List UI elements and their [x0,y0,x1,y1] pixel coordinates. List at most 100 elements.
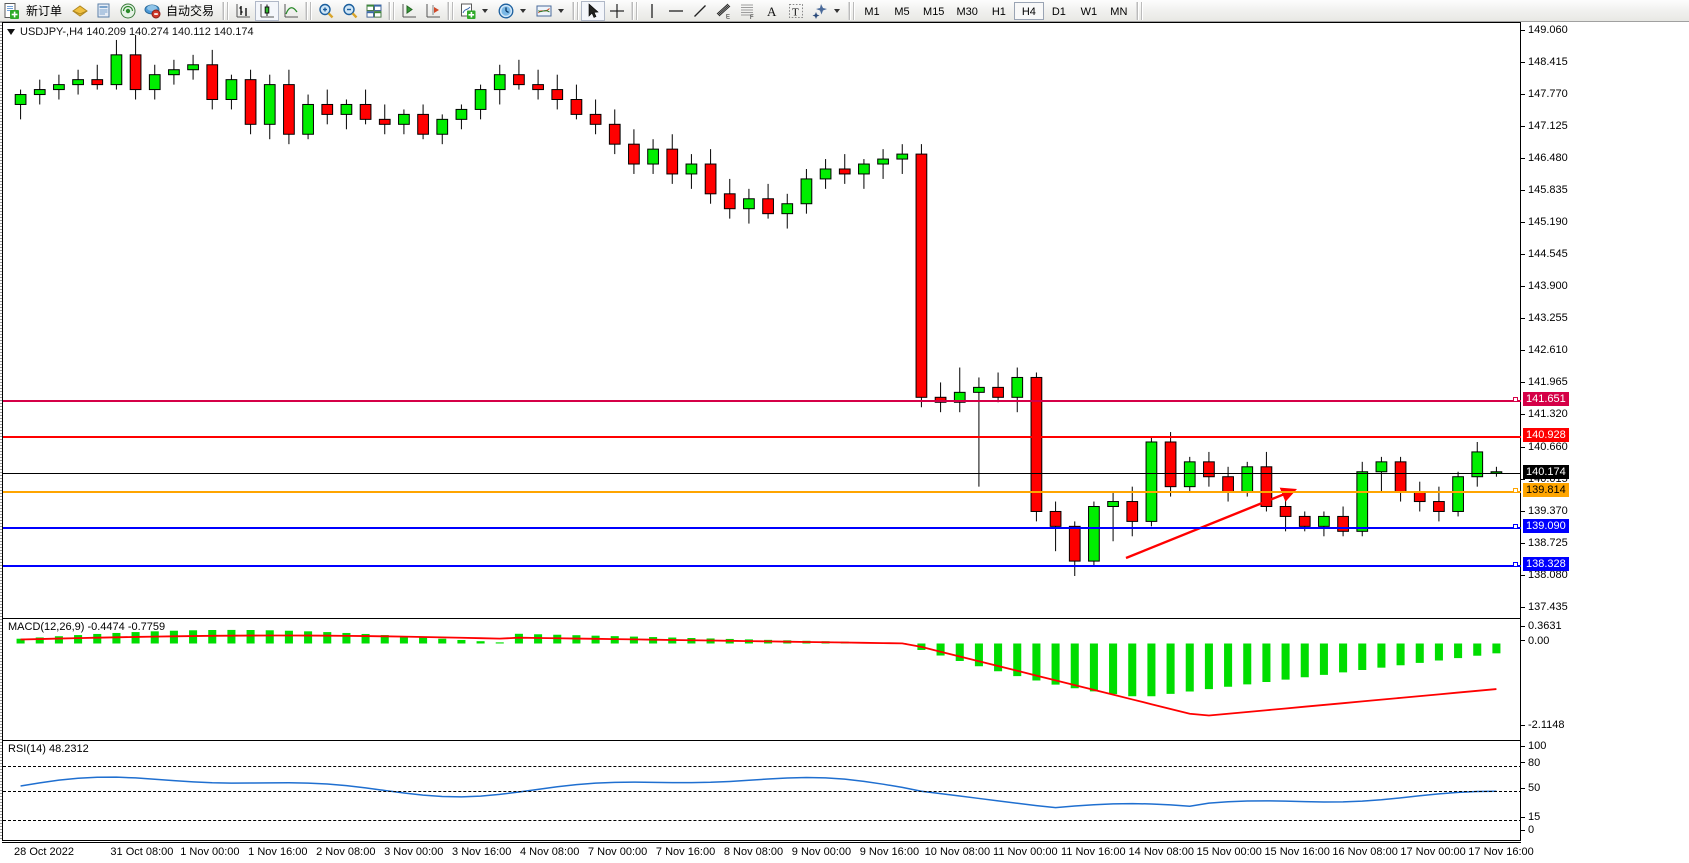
vertical-scrollbar[interactable] [0,22,2,841]
price-tick: 147.125 [1521,120,1689,132]
macd-pane[interactable]: MACD(12,26,9) -0.4474 -0.7759 [3,618,1522,740]
period-button[interactable] [494,1,532,21]
price-tag-support-1[interactable]: 139.090 [1523,518,1569,533]
price-tag-resistance-2[interactable]: 141.651 [1523,391,1569,406]
auto-trading-button[interactable]: 自动交易 [140,1,220,21]
tile-windows-button[interactable] [362,1,386,21]
time-axis-label: 11 Nov 00:00 [993,846,1058,858]
auto-scroll-icon [426,3,441,17]
price-level-line-current-price[interactable] [3,473,1522,475]
zoom-out-button[interactable] [338,1,362,21]
chevron-down-icon[interactable] [482,8,489,13]
chart-plot-frame[interactable]: USDJPY-,H4 140.209 140.274 140.112 140.1… [2,22,1522,841]
price-tag-pivot-level[interactable]: 139.814 [1523,482,1569,497]
rsi-tick: 0 [1521,824,1689,836]
timeframe-m30[interactable]: M30 [956,5,978,18]
chevron-down-icon[interactable] [558,8,565,13]
new-order-button[interactable]: 新订单 [0,1,68,21]
toolbar-separator [572,1,580,20]
price-level-handle-resistance-2[interactable] [1513,396,1518,402]
templates-button[interactable] [532,1,570,21]
timeframe-mn[interactable]: MN [1110,5,1128,18]
text-label-button[interactable]: A [760,1,784,21]
rsi-series [20,776,1497,809]
auto-trading-label: 自动交易 [166,4,215,18]
auto-scroll-button[interactable] [421,1,445,21]
price-level-line-support-2[interactable] [3,564,1522,567]
price-scale[interactable]: 149.060 148.415 147.770 147.125 146.480 145.8… [1521,22,1689,841]
price-level-handle-support-2[interactable] [1513,561,1518,567]
zoom-out-icon [343,3,358,18]
rsi-pane[interactable]: RSI(14) 48.2312 [3,740,1522,841]
signals-icon [120,3,136,18]
price-tick: 139.370 [1521,505,1689,517]
chevron-down-icon[interactable] [520,8,527,13]
vertical-line-icon [651,3,653,18]
time-axis-label: 17 Nov 00:00 [1400,846,1466,858]
cursor-button[interactable] [581,0,606,21]
text-box-button[interactable]: T [784,1,808,21]
timeframe-h4[interactable]: H4 [1013,1,1044,20]
trend-arrow-annotation[interactable] [3,23,1520,618]
toolbar-separator [631,1,639,20]
rsi-level-80 [3,765,1522,767]
price-tick: 145.190 [1521,216,1689,228]
price-pane[interactable]: USDJPY-,H4 140.209 140.274 140.112 140.1… [3,23,1522,618]
price-level-line-resistance-2[interactable] [3,399,1522,402]
data-window-button[interactable] [92,1,116,21]
horizontal-line-icon [669,9,684,12]
fibonacci-button[interactable]: F [736,1,760,21]
cursor-icon [588,2,599,18]
expert-advisor-icon [72,4,88,17]
horizontal-line-button[interactable] [664,1,688,21]
signals-button[interactable] [116,1,140,21]
price-level-line-resistance-1[interactable] [3,435,1522,438]
timeframe-m15[interactable]: M15 [923,5,945,18]
candlestick-chart-button[interactable] [255,0,280,21]
price-level-line-pivot-level[interactable] [3,490,1522,493]
line-chart-icon [284,3,299,17]
chart-shift-button[interactable] [397,1,421,21]
crosshair-button[interactable] [605,1,629,21]
toolbar-separator [447,1,455,20]
price-tick: 142.610 [1521,344,1689,356]
chart-menu-icon[interactable] [7,29,15,35]
add-indicator-icon [461,3,476,19]
timeframe-m1[interactable]: M1 [864,5,880,18]
price-level-handle-pivot-level[interactable] [1513,487,1518,493]
bar-chart-button[interactable] [231,1,255,21]
time-axis-label: 11 Nov 16:00 [1060,846,1126,858]
vertical-line-button[interactable] [640,1,664,21]
add-indicator-button[interactable] [456,1,494,21]
symbol-ohlc-label: USDJPY-,H4 140.209 140.274 140.112 140.1… [20,26,254,38]
time-axis-label: 1 Nov 16:00 [248,846,308,858]
rsi-level-15 [3,820,1522,822]
trendline-button[interactable] [688,1,712,21]
time-axis-label: 15 Nov 00:00 [1196,846,1262,858]
arrows-button[interactable] [808,1,846,21]
price-tag-current-price[interactable]: 140.174 [1523,465,1569,480]
new-order-label: 新订单 [26,4,63,18]
price-level-handle-support-1[interactable] [1513,523,1518,529]
expert-advisor-button[interactable] [68,1,92,21]
price-tick: 137.435 [1521,601,1689,613]
main-toolbar: 新订单 [0,0,1689,22]
zoom-in-button[interactable] [314,1,338,21]
price-tag-support-2[interactable]: 138.328 [1523,556,1569,571]
price-tick: 140.660 [1521,441,1689,453]
timeframe-h1[interactable]: H1 [991,5,1006,18]
macd-tick: 0.00 [1521,635,1689,647]
price-level-line-support-1[interactable] [3,526,1522,529]
timeframe-group: M1 M5 M15 M30 H1 H4 D1 W1 MN [857,1,1134,20]
arrows-icon [812,3,828,19]
timeframe-d1[interactable]: D1 [1051,5,1066,18]
timeframe-w1[interactable]: W1 [1080,5,1098,18]
equidistant-channel-button[interactable]: E [712,1,736,21]
chevron-down-icon[interactable] [834,8,841,13]
timeframe-m5[interactable]: M5 [894,5,910,18]
time-axis[interactable]: 28 Oct 2022 31 Oct 08:00 1 Nov 00:00 1 Nov … [2,842,1534,862]
price-tag-resistance-1[interactable]: 140.928 [1523,427,1569,442]
chart-area[interactable]: USDJPY-,H4 140.209 140.274 140.112 140.1… [0,22,1689,863]
line-chart-button[interactable] [279,1,303,21]
